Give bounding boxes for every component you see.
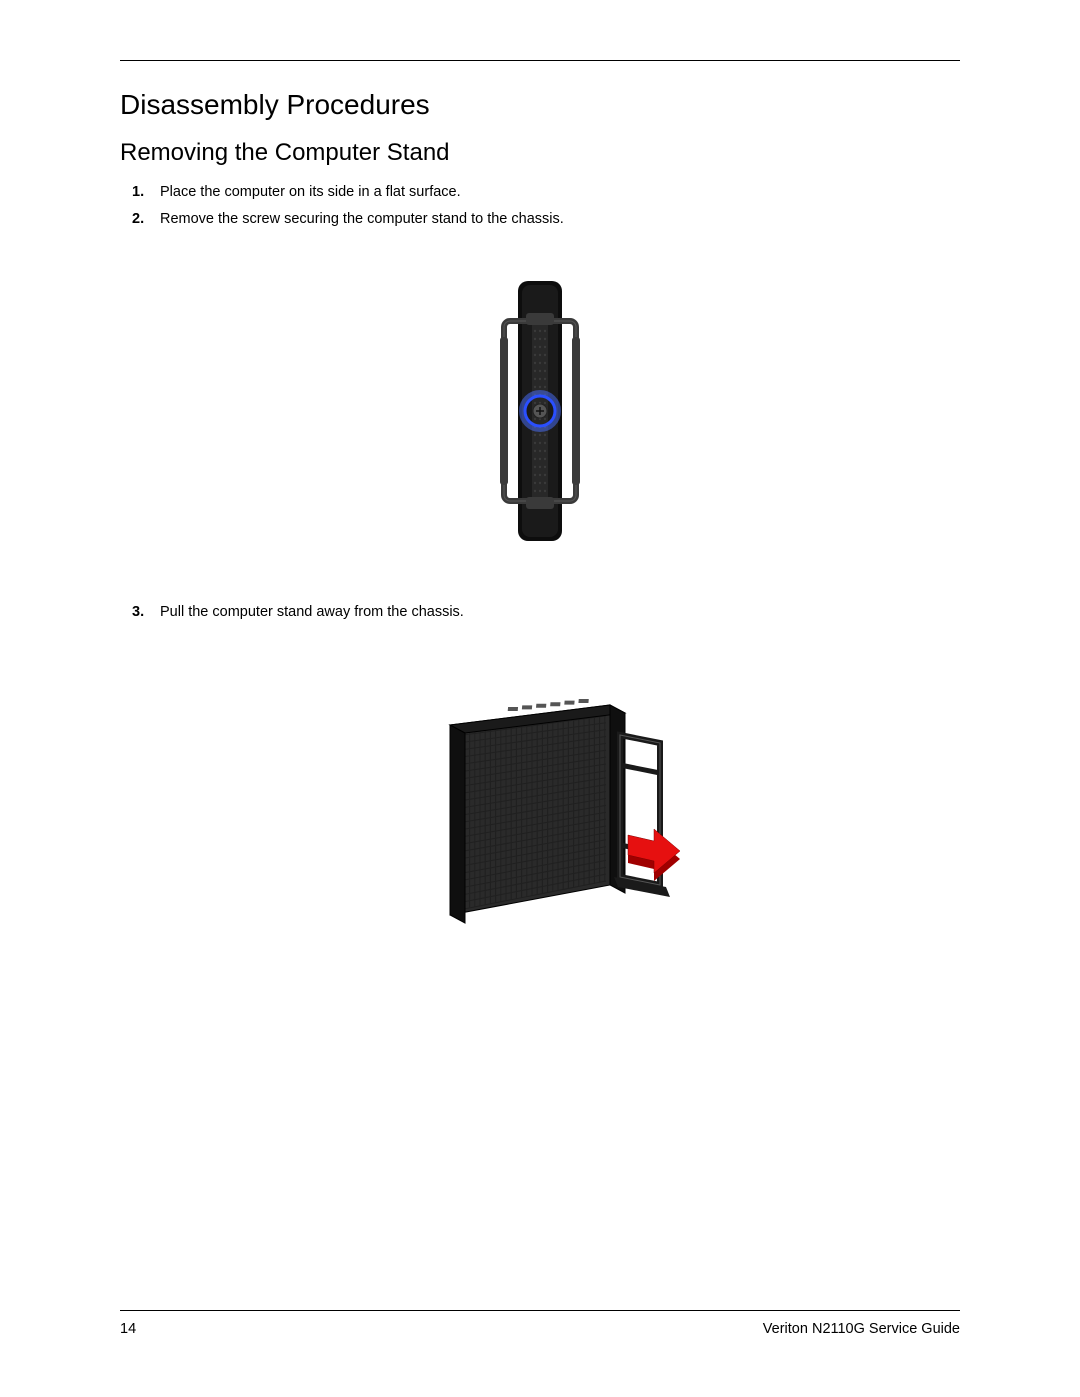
doc-title: Veriton N2110G Service Guide — [763, 1321, 960, 1337]
figure-2-wrap — [120, 665, 960, 945]
figure-1 — [470, 271, 610, 551]
heading-2: Removing the Computer Stand — [120, 139, 960, 167]
top-rule — [120, 60, 960, 61]
step-2-text: Remove the screw securing the computer s… — [160, 211, 564, 227]
step-1-text: Place the computer on its side in a flat… — [160, 184, 461, 200]
step-1: 1. Place the computer on its side in a f… — [160, 181, 960, 204]
step-3: 3. Pull the computer stand away from the… — [160, 601, 960, 624]
footer-rule — [120, 1310, 960, 1311]
step-3-text: Pull the computer stand away from the ch… — [160, 604, 464, 620]
page-number: 14 — [120, 1321, 136, 1337]
step-2-num: 2. — [132, 208, 144, 231]
footer: 14 Veriton N2110G Service Guide — [120, 1310, 960, 1337]
step-1-num: 1. — [132, 181, 144, 204]
figure-2 — [380, 665, 700, 945]
figure-1-wrap — [120, 271, 960, 551]
step-2: 2. Remove the screw securing the compute… — [160, 208, 960, 231]
heading-1: Disassembly Procedures — [120, 89, 960, 121]
step-3-num: 3. — [132, 601, 144, 624]
steps-list-2: 3. Pull the computer stand away from the… — [120, 601, 960, 624]
steps-list: 1. Place the computer on its side in a f… — [120, 181, 960, 231]
